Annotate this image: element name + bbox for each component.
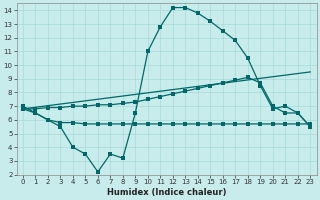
X-axis label: Humidex (Indice chaleur): Humidex (Indice chaleur) bbox=[107, 188, 226, 197]
